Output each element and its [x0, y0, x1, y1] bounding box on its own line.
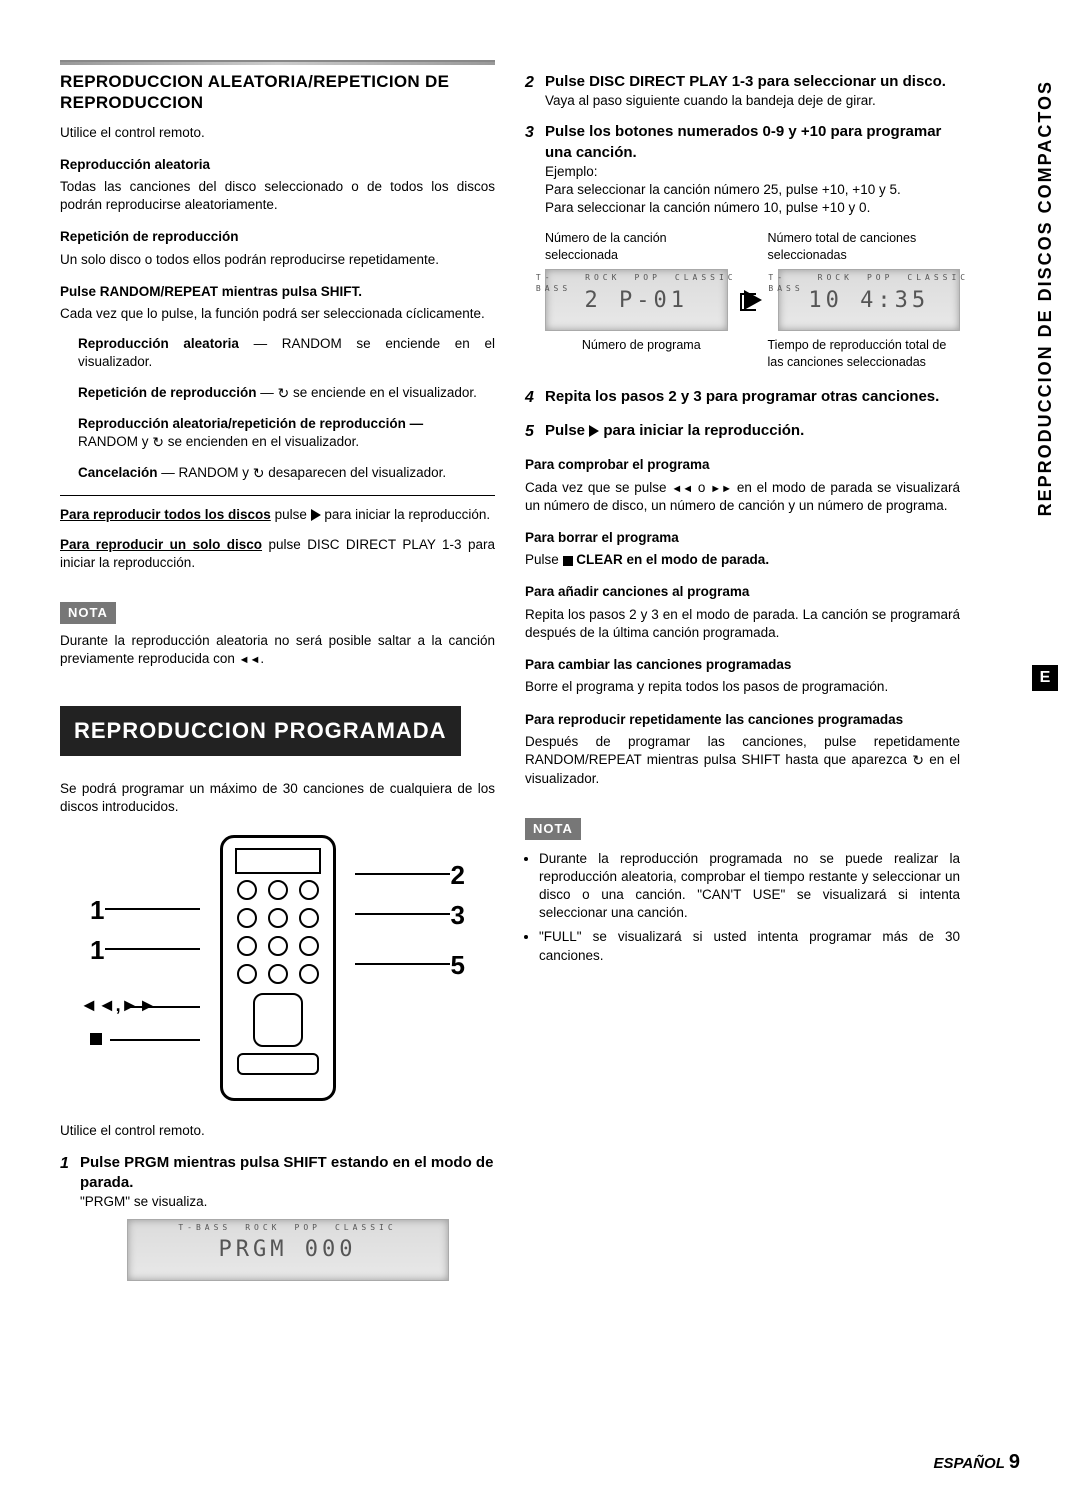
next-icon	[710, 479, 732, 497]
section-banner: REPRODUCCION PROGRAMADA	[60, 706, 461, 756]
mode-cancel: Cancelación — RANDOM y desaparecen del v…	[78, 464, 495, 483]
nota-list: Durante la reproducción programada no se…	[525, 850, 960, 965]
subhead-random: Reproducción aleatoria	[60, 156, 495, 174]
add-body: Repita los pasos 2 y 3 en el modo de par…	[525, 606, 960, 642]
callout-1a: 1	[90, 893, 104, 928]
repeat-body: Un solo disco o todos ellos podrán repro…	[60, 251, 495, 269]
use-remote-note-2: Utilice el control remoto.	[60, 1122, 495, 1140]
callout-5: 5	[451, 948, 465, 983]
stop-icon	[90, 1033, 102, 1045]
erase-head: Para borrar el programa	[525, 529, 960, 547]
prog-intro: Se podrá programar un máximo de 30 canci…	[60, 780, 495, 816]
play-all-discs: Para reproducir todos los discos pulse p…	[60, 506, 495, 524]
right-column: 2 Pulse DISC DIRECT PLAY 1-3 para selecc…	[525, 60, 1030, 1281]
nota-item-1: Durante la reproducción programada no se…	[539, 850, 960, 923]
step-3-title: Pulse los botones numerados 0-9 y +10 pa…	[545, 122, 960, 163]
repeat-icon	[152, 433, 164, 452]
random-body: Todas las canciones del disco selecciona…	[60, 178, 495, 214]
stop-icon	[563, 556, 573, 566]
callout-3: 3	[451, 898, 465, 933]
repeat-icon	[278, 384, 290, 403]
step-1-sub: "PRGM" se visualiza.	[80, 1193, 495, 1211]
add-head: Para añadir canciones al programa	[525, 583, 960, 601]
change-body: Borre el programa y repita todos los pas…	[525, 678, 960, 696]
section-rule	[60, 60, 495, 65]
section-title: REPRODUCCION ALEATORIA/REPETICION DE REP…	[60, 71, 495, 114]
repeat-icon	[253, 464, 265, 483]
step-3-line-1: Para seleccionar la canción número 25, p…	[545, 181, 960, 199]
play-one-disc: Para reproducir un solo disco pulse DISC…	[60, 536, 495, 572]
repeat-icon	[912, 751, 924, 770]
divider	[60, 495, 495, 496]
side-tab: REPRODUCCION DE DISCOS COMPACTOS	[1035, 80, 1056, 516]
remote-figure: 1 1 2 3 5 ◄◄,►►	[60, 828, 495, 1108]
step-2-title: Pulse DISC DIRECT PLAY 1-3 para seleccio…	[545, 72, 960, 92]
nota-badge: NOTA	[60, 602, 116, 624]
step-2-sub: Vaya al paso siguiente cuando la bandeja…	[545, 92, 960, 110]
repeat-head: Para reproducir repetidamente las cancio…	[525, 711, 960, 729]
label-total-songs: Número total de canciones seleccionadas	[768, 230, 961, 264]
side-index-letter: E	[1032, 665, 1058, 691]
nota-badge: NOTA	[525, 818, 581, 840]
step-2: 2 Pulse DISC DIRECT PLAY 1-3 para selecc…	[525, 72, 960, 110]
arrow-icon	[744, 290, 762, 310]
callout-1b: 1	[90, 933, 104, 968]
callout-2: 2	[451, 858, 465, 893]
step-3-line-2: Para seleccionar la canción número 10, p…	[545, 199, 960, 217]
check-head: Para comprobar el programa	[525, 456, 960, 474]
nota-body: Durante la reproducción aleatoria no ser…	[60, 632, 495, 668]
step-1-title: Pulse PRGM mientras pulsa SHIFT estando …	[80, 1153, 495, 1194]
instruction-head: Pulse RANDOM/REPEAT mientras pulsa SHIFT…	[60, 283, 495, 301]
page-footer: ESPAÑOL9	[933, 1451, 1020, 1474]
step-5-title: Pulse para iniciar la reproducción.	[545, 421, 960, 441]
prev-icon	[671, 479, 693, 497]
mode-random: Reproducción aleatoria — RANDOM se encie…	[78, 335, 495, 371]
mode-both: Reproducción aleatoria/repetición de rep…	[78, 415, 495, 452]
display-row: T-BASSROCKPOPCLASSIC 2 P-01 T-BASSROCKPO…	[545, 269, 960, 331]
step-1: 1 Pulse PRGM mientras pulsa SHIFT estand…	[60, 1153, 495, 1282]
label-program-number: Número de programa	[545, 337, 738, 371]
play-icon	[589, 425, 599, 437]
left-column: REPRODUCCION ALEATORIA/REPETICION DE REP…	[60, 60, 495, 1281]
check-body: Cada vez que se pulse o en el modo de pa…	[525, 479, 960, 515]
display-left: T-BASSROCKPOPCLASSIC 2 P-01	[545, 269, 728, 331]
step-5: 5 Pulse para iniciar la reproducción.	[525, 421, 960, 443]
subhead-repeat: Repetición de reproducción	[60, 228, 495, 246]
use-remote-note: Utilice el control remoto.	[60, 124, 495, 142]
step-3: 3 Pulse los botones numerados 0-9 y +10 …	[525, 122, 960, 375]
erase-body: Pulse CLEAR en el modo de parada.	[525, 551, 960, 569]
label-song-number: Número de la canción seleccionada	[545, 230, 738, 264]
step-3-example-label: Ejemplo:	[545, 163, 960, 181]
mode-repeat: Repetición de reproducción — se enciende…	[78, 384, 495, 403]
change-head: Para cambiar las canciones programadas	[525, 656, 960, 674]
display-prgm: T-BASSROCKPOPCLASSIC PRGM 000	[127, 1219, 449, 1281]
remote-outline	[220, 835, 336, 1101]
display-right: T-BASSROCKPOPCLASSIC 10 4:35	[778, 269, 961, 331]
nota-item-2: "FULL" se visualizará si usted intenta p…	[539, 928, 960, 964]
play-icon	[311, 509, 321, 521]
instruction-body: Cada vez que lo pulse, la función podrá …	[60, 305, 495, 323]
repeat-body: Después de programar las canciones, puls…	[525, 733, 960, 788]
step-4: 4 Repita los pasos 2 y 3 para programar …	[525, 387, 960, 409]
label-total-time: Tiempo de reproducción total de las canc…	[768, 337, 961, 371]
prev-icon	[239, 650, 261, 668]
step-4-title: Repita los pasos 2 y 3 para programar ot…	[545, 387, 960, 407]
